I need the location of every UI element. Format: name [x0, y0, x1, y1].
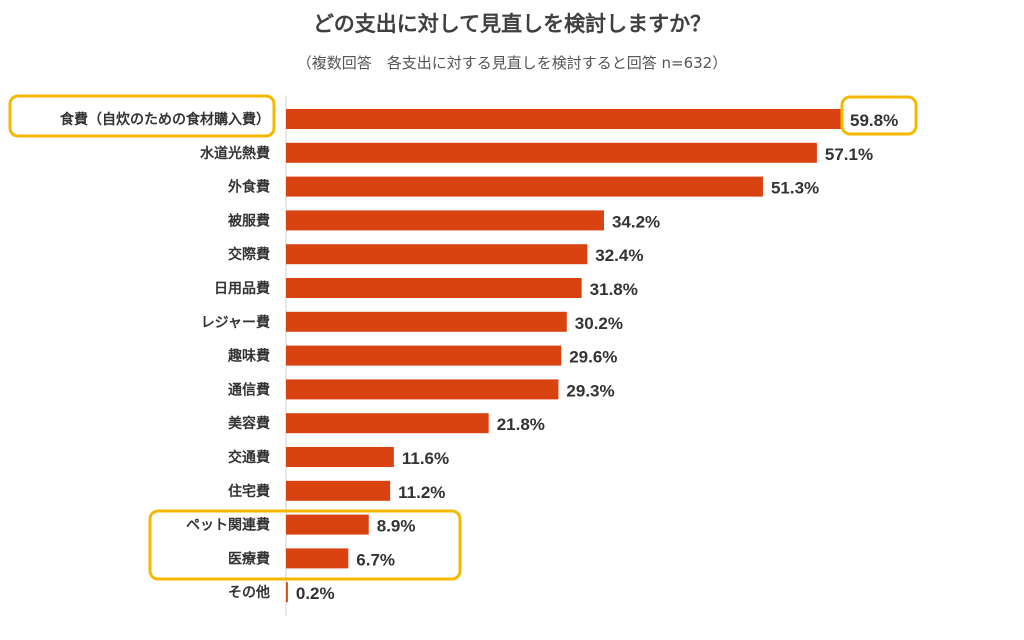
bar — [286, 278, 582, 298]
bar — [286, 379, 559, 400]
category-label: ペット関連費 — [186, 517, 270, 534]
category-label: その他 — [228, 584, 270, 601]
category-label: 医療費 — [228, 550, 270, 567]
data-label: 34.2% — [612, 212, 660, 231]
category-label: 日用品費 — [214, 280, 270, 297]
data-label: 11.2% — [398, 483, 445, 502]
data-label: 31.8% — [590, 280, 638, 299]
category-label: 交通費 — [228, 449, 270, 466]
data-label: 29.3% — [566, 381, 614, 400]
chart-title: どの支出に対して見直しを検討しますか？ — [312, 12, 712, 36]
data-label: 30.2% — [575, 314, 623, 333]
category-label: 趣味費 — [227, 348, 270, 365]
category-label: 水道光熱費 — [200, 145, 270, 162]
data-label: 32.4% — [595, 246, 643, 265]
category-label: 美容費 — [228, 415, 270, 432]
bar — [286, 210, 604, 231]
data-label: 6.7% — [356, 550, 395, 569]
category-label: 被服費 — [228, 212, 270, 229]
category-label: 外食費 — [228, 179, 270, 196]
bar — [286, 582, 288, 603]
category-label: 食費（自炊のための食材購入費） — [60, 111, 270, 128]
bar — [286, 142, 817, 163]
data-label: 29.6% — [569, 348, 617, 367]
bar — [286, 480, 391, 501]
data-label: 0.2% — [296, 584, 335, 603]
highlight-frame-pet-medical — [148, 509, 462, 581]
highlight-frame-food-value — [840, 95, 918, 136]
data-label: 57.1% — [825, 145, 873, 164]
bar — [286, 244, 588, 265]
chart-subtitle: （複数回答 各支出に対する見直しを検討すると回答 n=632） — [296, 54, 728, 72]
data-label: 21.8% — [497, 415, 545, 434]
category-label: 通信費 — [228, 381, 270, 398]
bar — [286, 109, 842, 129]
bar — [286, 413, 489, 434]
category-label: レジャー費 — [201, 314, 270, 331]
category-label: 交際費 — [228, 246, 270, 263]
bar — [286, 548, 349, 569]
bar — [286, 447, 394, 467]
highlight-frame-food-label — [8, 94, 276, 138]
bar — [286, 514, 369, 535]
data-label: 11.6% — [402, 449, 449, 468]
data-label: 59.8% — [850, 111, 898, 130]
category-label: 住宅費 — [228, 483, 270, 500]
bar — [286, 311, 567, 332]
bar — [286, 345, 562, 366]
data-label: 8.9% — [377, 517, 416, 536]
data-label: 51.3% — [771, 179, 819, 198]
bar — [286, 176, 763, 197]
